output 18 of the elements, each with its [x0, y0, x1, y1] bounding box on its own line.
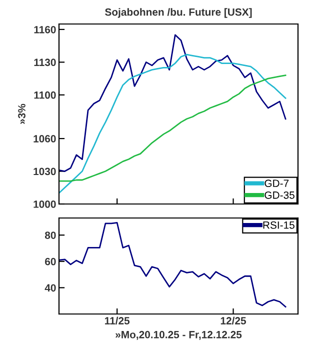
x-tick-label: 12/25 — [220, 316, 246, 325]
y-tick-label: 40 — [44, 284, 56, 292]
x-axis-title: »Mo,20.10.25 - Fr,12.12.25 — [116, 330, 242, 340]
legend-label: GD-7 — [264, 180, 289, 188]
y-tick-label: 1160 — [34, 26, 56, 34]
y-tick-label: 1060 — [34, 135, 56, 142]
y-tick-label: 80 — [44, 232, 56, 239]
chart-title: Sojabohnen /bu. Future [USX] — [105, 8, 252, 18]
legend-label: RSI-15 — [263, 221, 294, 229]
line-series — [59, 34, 286, 172]
y-tick-label: 1030 — [34, 168, 56, 176]
legend-label: GD-35 — [264, 191, 294, 199]
y-axis-title: »3% — [18, 104, 26, 124]
y-tick-label: 1000 — [34, 200, 56, 208]
y-tick-label: 60 — [45, 258, 56, 266]
x-tick-label: 11/25 — [104, 316, 130, 325]
y-tick-label: 1100 — [34, 91, 56, 99]
y-tick-label: 1130 — [34, 58, 56, 66]
